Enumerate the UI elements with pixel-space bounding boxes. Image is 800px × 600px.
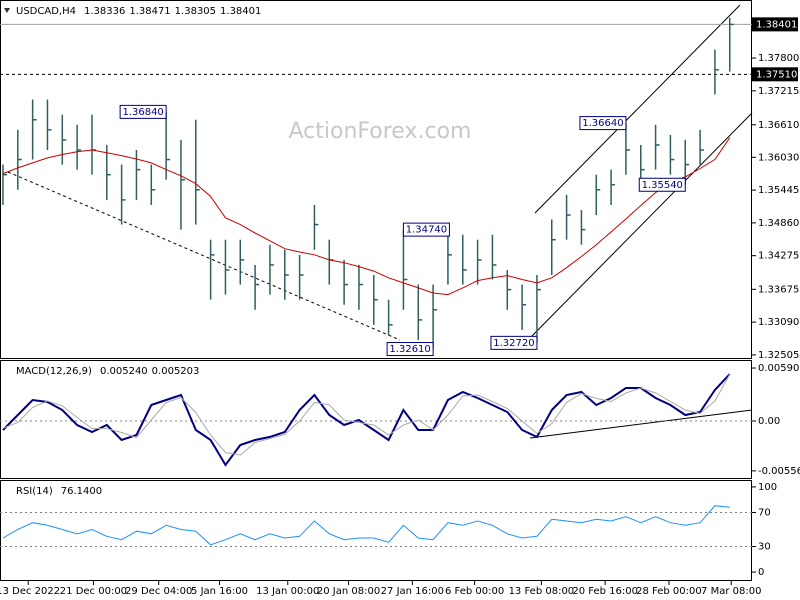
rsi-panel-frame <box>0 480 752 581</box>
x-tick-label: 13 Jan 00:00 <box>256 586 319 597</box>
current-price-label: 1.38401 <box>756 19 797 30</box>
level-label: 1.37510 <box>756 69 797 80</box>
y-tick-label: 1.35445 <box>758 185 799 196</box>
indicator-line <box>2 374 731 456</box>
watermark: ActionForex.com <box>289 119 472 144</box>
y-tick-label: 1.36030 <box>758 152 799 163</box>
level-box <box>752 67 798 82</box>
y-tick-label: 0.00 <box>758 416 780 427</box>
current-price-box <box>752 17 798 32</box>
panel-title: RSI(14) <box>16 486 53 497</box>
header-value: 1.38336 <box>84 6 125 17</box>
y-tick-label: 1.34275 <box>758 251 799 262</box>
x-tick-label: 7 Mar 08:00 <box>701 586 761 597</box>
annotation-box <box>402 222 450 237</box>
channel-upper <box>534 4 741 214</box>
x-tick-label: 28 Feb 00:00 <box>636 586 702 597</box>
y-tick-label: 1.32505 <box>758 350 799 361</box>
y-tick-label: 1.33675 <box>758 284 799 295</box>
y-tick-label: 1.36610 <box>758 120 799 131</box>
menu-icon <box>4 8 10 13</box>
indicator-line <box>2 373 731 467</box>
downtrend-line <box>7 171 401 341</box>
y-tick-label: 0 <box>758 567 764 578</box>
annotation-label: 1.36640 <box>582 118 623 129</box>
annotation-label: 1.36840 <box>122 107 163 118</box>
x-tick-label: 20 Feb 16:00 <box>572 586 638 597</box>
annotation-label: 1.34740 <box>406 225 447 236</box>
x-tick-label: 29 Dec 04:00 <box>125 586 192 597</box>
indicator-line <box>2 505 730 546</box>
y-tick-label: -0.005563 <box>758 466 800 477</box>
y-tick-label: 30 <box>758 542 771 553</box>
annotation-label: 1.32610 <box>389 344 430 355</box>
y-tick-label: 70 <box>758 507 771 518</box>
header-value: 0.005203 <box>152 366 200 377</box>
y-tick-label: 1.33090 <box>758 317 799 328</box>
annotation-box <box>119 104 167 119</box>
macd-panel-frame <box>0 360 752 479</box>
annotation-box <box>579 116 627 131</box>
annotation-label: 1.35540 <box>642 180 683 191</box>
channel-lower <box>527 112 753 341</box>
x-tick-label: 5 Jan 16:00 <box>191 586 248 597</box>
y-tick-label: 1.37800 <box>758 53 799 64</box>
annotation-box <box>386 342 434 357</box>
header-value: 76.1400 <box>61 486 102 497</box>
panel-title: MACD(12,26,9) <box>16 366 92 377</box>
x-tick-label: 20 Jan 08:00 <box>317 586 380 597</box>
header-value: 1.38401 <box>220 6 261 17</box>
y-tick-label: 1.37215 <box>758 86 799 97</box>
header-value: 1.38471 <box>129 6 170 17</box>
y-tick-label: 100 <box>758 482 777 493</box>
panel-title: USDCAD,H4 <box>16 6 76 17</box>
annotation-label: 1.32720 <box>493 338 534 349</box>
price-panel-frame <box>0 0 752 359</box>
annotation-box <box>638 177 686 192</box>
x-tick-label: 6 Feb 00:00 <box>445 586 504 597</box>
moving-average <box>2 137 731 296</box>
y-tick-label: 1.34860 <box>758 218 799 229</box>
x-tick-label: 27 Jan 16:00 <box>381 586 444 597</box>
plot-layer: ActionForex.com 1.37800 1.37215 1.36610 1.36… <box>0 6 800 597</box>
header-value: 1.38305 <box>175 6 216 17</box>
x-tick-label: 13 Feb 08:00 <box>509 586 575 597</box>
x-tick-label: 13 Dec 2022 <box>0 586 60 597</box>
y-tick-label: 0.005908 <box>758 363 800 374</box>
x-tick-label: 21 Dec 00:00 <box>60 586 127 597</box>
macd-trend-line <box>529 409 753 439</box>
annotation-box <box>490 335 538 350</box>
header-value: 0.005240 <box>100 366 148 377</box>
